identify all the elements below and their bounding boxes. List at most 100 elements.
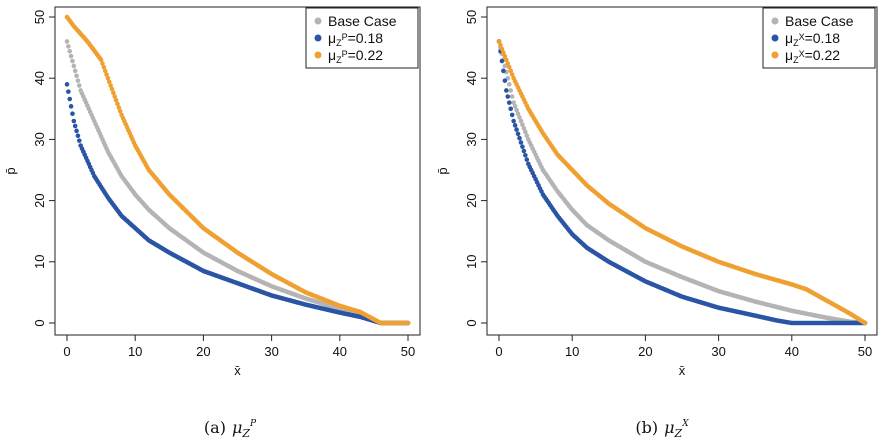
plot-frame: [54, 6, 421, 336]
data-point: [505, 94, 511, 99]
data-point: [518, 118, 524, 124]
data-point: [521, 126, 527, 131]
data-point: [115, 101, 120, 107]
legend-subscript: Z: [336, 55, 342, 65]
caption-symbol: μ: [664, 418, 674, 437]
data-point: [512, 123, 518, 128]
data-point: [504, 57, 509, 63]
data-point: [501, 50, 506, 55]
data-point: [506, 64, 512, 70]
data-point: [505, 61, 511, 66]
plot-frame: [486, 6, 878, 336]
data-point: [67, 96, 73, 102]
data-point: [68, 53, 74, 59]
caption-superscript: X: [681, 419, 689, 429]
data-point: [520, 144, 525, 150]
data-point: [514, 127, 519, 132]
data-point: [75, 133, 81, 139]
data-point: [102, 68, 108, 74]
data-point: [514, 107, 519, 113]
data-point: [64, 82, 70, 87]
y-axis-label: p̄: [435, 167, 450, 174]
caption-label: (b): [635, 418, 658, 437]
data-point: [101, 64, 107, 70]
legend-marker: [771, 34, 779, 42]
data-point: [74, 128, 79, 134]
data-point: [66, 89, 71, 94]
data-point: [508, 106, 514, 112]
y-tick-label: 10: [32, 255, 47, 269]
y-tick-label: 40: [32, 71, 47, 85]
data-point: [74, 73, 79, 79]
data-point: [105, 75, 111, 81]
x-axis-label: x̄: [679, 363, 686, 378]
data-point: [496, 39, 502, 44]
data-point: [67, 48, 73, 54]
data-point: [523, 153, 528, 158]
x-tick-label: 30: [711, 344, 725, 359]
series-2: [64, 14, 411, 326]
y-tick-label: 20: [32, 193, 47, 207]
data-point: [520, 122, 525, 128]
legend-entry: μZX=0.18: [785, 30, 840, 48]
legend-superscript: P: [342, 32, 348, 42]
data-point: [515, 131, 521, 137]
x-tick-label: 10: [128, 344, 142, 359]
caption-superscript: P: [249, 419, 257, 429]
data-point: [504, 88, 509, 93]
data-point: [502, 78, 508, 83]
legend-entry: Base Case: [785, 13, 854, 29]
legend-value: =0.18: [805, 30, 841, 46]
data-point: [66, 44, 71, 49]
legend-box: [762, 7, 876, 69]
data-point: [112, 94, 118, 99]
legend-entry: μZP=0.18: [328, 30, 383, 48]
legend-superscript: X: [799, 32, 805, 42]
data-point: [521, 148, 527, 154]
data-point: [405, 320, 411, 326]
data-point: [72, 68, 78, 74]
data-point: [498, 42, 503, 48]
x-tick-label: 50: [401, 344, 415, 359]
data-point: [517, 115, 522, 120]
data-point: [109, 86, 115, 92]
data-point: [70, 58, 75, 64]
y-tick-label: 0: [464, 319, 479, 326]
data-point: [499, 58, 505, 64]
data-point: [506, 82, 512, 87]
legend-symbol: μ: [785, 30, 793, 46]
data-point: [512, 104, 518, 109]
data-point: [862, 320, 868, 326]
x-tick-label: 20: [196, 344, 210, 359]
data-point: [502, 53, 508, 59]
y-tick-label: 30: [464, 132, 479, 146]
data-point: [113, 97, 119, 103]
legend-marker: [314, 51, 322, 59]
data-point: [111, 90, 116, 96]
data-point: [117, 108, 123, 114]
legend-symbol: μ: [785, 47, 793, 63]
data-point: [72, 123, 78, 129]
series-2: [496, 39, 868, 326]
x-tick-label: 20: [638, 344, 652, 359]
x-tick-label: 30: [264, 344, 278, 359]
caption: (a) μZP: [204, 418, 257, 440]
legend-marker: [771, 51, 779, 59]
data-point: [509, 72, 515, 77]
data-point: [508, 68, 514, 74]
data-point: [508, 88, 514, 93]
data-point: [70, 111, 75, 116]
x-tick-label: 0: [495, 344, 502, 359]
legend-box: [305, 7, 419, 69]
legend-subscript: Z: [336, 38, 342, 48]
data-point: [64, 39, 70, 44]
data-point: [517, 135, 522, 141]
y-tick-label: 10: [464, 255, 479, 269]
y-tick-label: 30: [32, 132, 47, 146]
x-tick-label: 40: [785, 344, 799, 359]
x-tick-label: 0: [63, 344, 70, 359]
